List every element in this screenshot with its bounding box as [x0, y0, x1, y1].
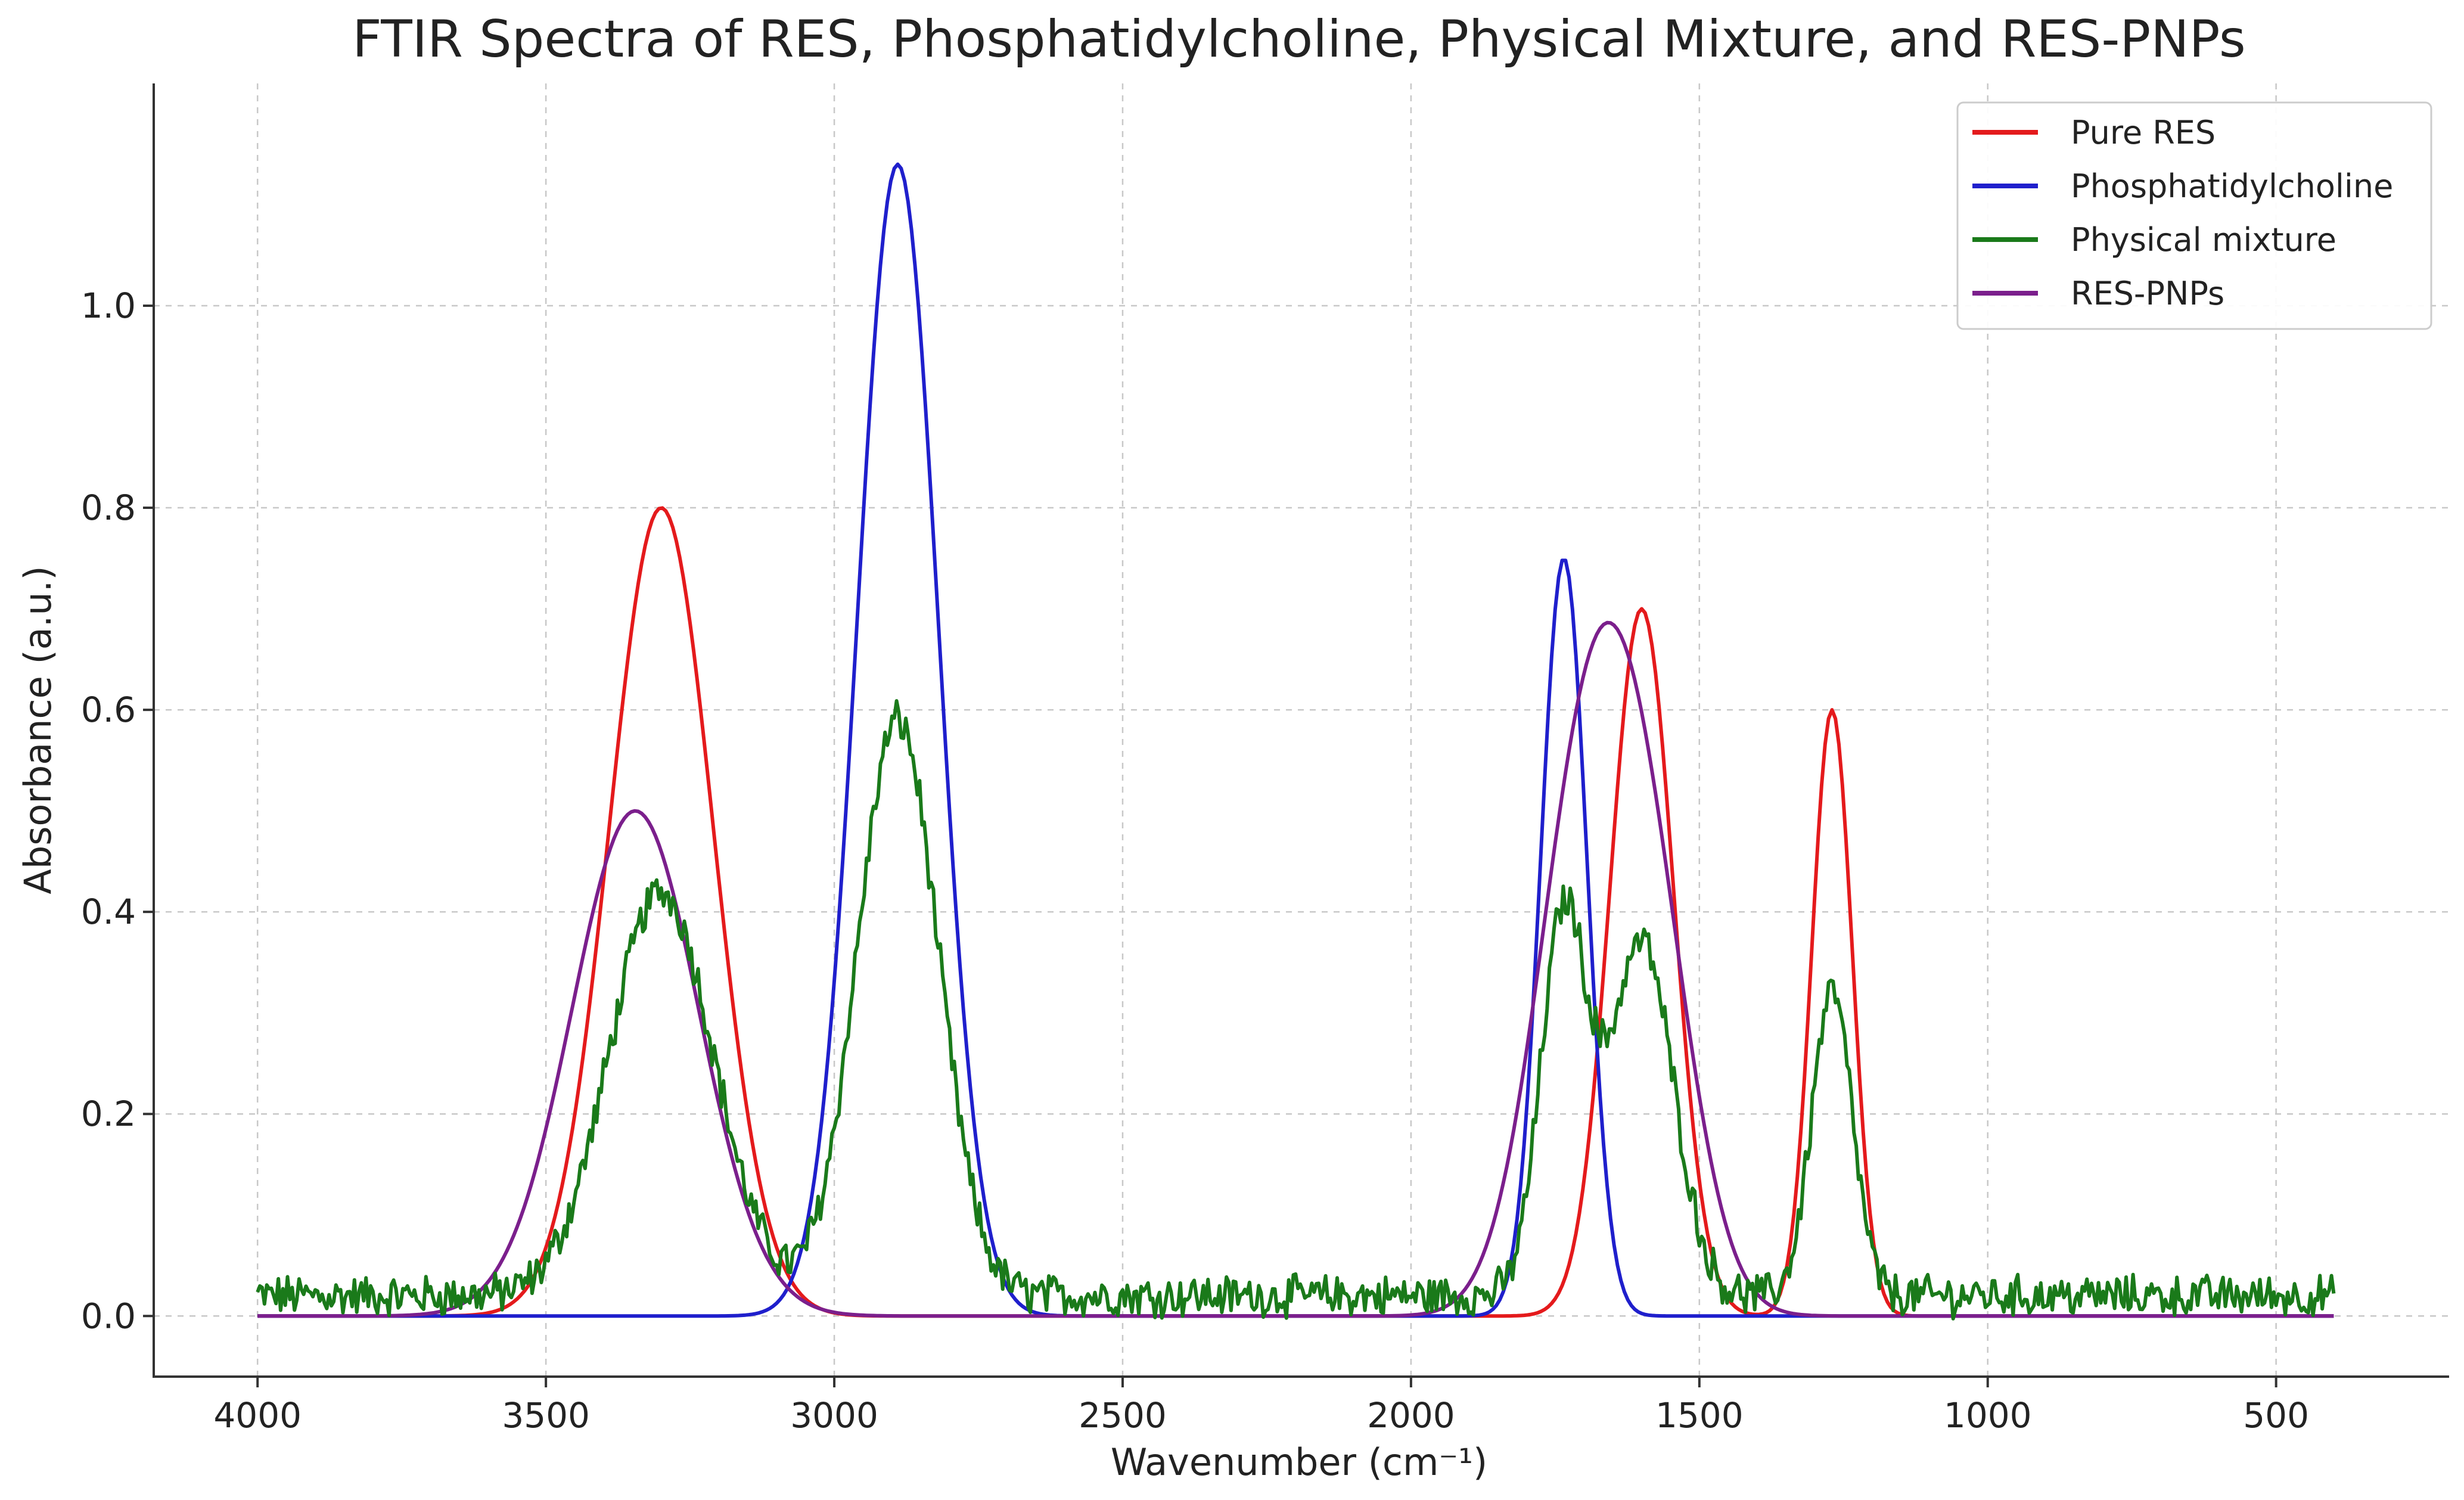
series-lines — [256, 162, 2336, 1321]
y-tick-label: 0.2 — [81, 1094, 136, 1134]
x-tick-label: 4000 — [213, 1395, 302, 1436]
legend-label-pure-res: Pure RES — [2071, 114, 2216, 151]
legend-label-phosphatidylcholine: Phosphatidylcholine — [2071, 167, 2393, 205]
x-axis-ticks: 4000 3500 3000 2500 2000 1500 1000 500 — [213, 1377, 2309, 1436]
x-tick-label: 3500 — [502, 1395, 590, 1436]
x-axis-label: Wavenumber (cm⁻¹) — [1111, 1440, 1487, 1484]
legend-box — [1956, 101, 2432, 330]
axis-frame — [153, 83, 2449, 1378]
y-axis-label: Absorbance (a.u.) — [16, 566, 60, 894]
y-tick-label: 0.4 — [81, 892, 136, 932]
y-axis-ticks: 0.0 0.2 0.4 0.6 0.8 1.0 — [81, 285, 154, 1336]
x-tick-label: 3000 — [790, 1395, 878, 1436]
x-tick-label: 1500 — [1655, 1395, 1744, 1436]
x-tick-label: 500 — [2243, 1395, 2309, 1436]
series-line-res-pnps — [257, 620, 2334, 1318]
legend-label-res-pnps: RES-PNPs — [2071, 275, 2224, 312]
x-tick-label: 1000 — [1944, 1395, 2032, 1436]
legend: Pure RES Phosphatidylcholine Physical mi… — [1956, 101, 2432, 330]
x-tick-label: 2500 — [1079, 1395, 1167, 1436]
x-tick-label: 2000 — [1367, 1395, 1455, 1436]
y-tick-label: 0.6 — [81, 690, 136, 730]
y-tick-label: 0.0 — [81, 1296, 136, 1336]
y-tick-label: 0.8 — [81, 487, 136, 528]
y-tick-label: 1.0 — [81, 285, 136, 326]
chart-title: FTIR Spectra of RES, Phosphatidylcholine… — [352, 10, 2246, 69]
legend-label-physical-mixture: Physical mixture — [2071, 221, 2336, 259]
series-line-physical-mixture — [256, 699, 2336, 1321]
